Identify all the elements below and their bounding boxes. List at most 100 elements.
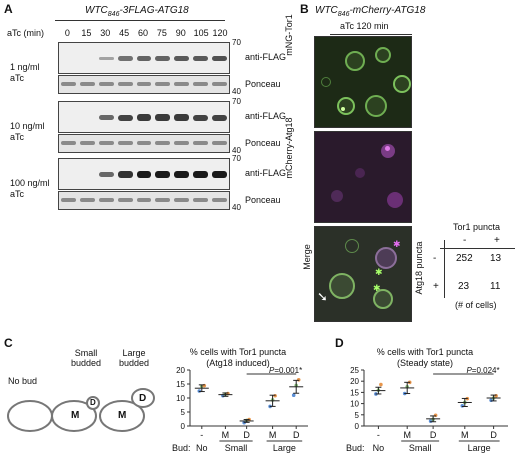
cell bbox=[321, 77, 331, 87]
mw-marker-top: 70 bbox=[232, 97, 241, 106]
punctum bbox=[385, 146, 390, 151]
panel-b-title: WTC846-mCherry-ATG18 bbox=[315, 5, 425, 20]
y-tick-label: 20 bbox=[176, 366, 185, 375]
table-row-sign-minus: - bbox=[433, 253, 437, 264]
star-marker-icon: ✱ bbox=[393, 239, 401, 249]
ponceau-band bbox=[98, 141, 114, 145]
table-cell: 11 bbox=[490, 281, 501, 292]
table-v-rule bbox=[444, 240, 445, 298]
ponceau-band bbox=[61, 82, 76, 86]
panel-b-letter: B bbox=[300, 2, 309, 16]
y-tick-label: 10 bbox=[176, 394, 185, 403]
blot-band bbox=[136, 171, 152, 178]
x-tick-label: M bbox=[461, 430, 469, 440]
chart-c-title: % cells with Tor1 puncta bbox=[189, 347, 287, 357]
chart-d: 0 5 10 15 20 25 - M D M D Bud: No Small Large P=0.024* bbox=[346, 366, 508, 453]
table-cell: 13 bbox=[490, 253, 502, 264]
x-tick-label: M bbox=[222, 430, 230, 440]
ponceau-band bbox=[79, 82, 95, 86]
large-bud-mother-label: M bbox=[118, 410, 127, 421]
ponceau-band bbox=[117, 82, 133, 86]
blot-band bbox=[98, 56, 114, 61]
timepoint-label: 15 bbox=[81, 28, 92, 38]
chart-d-subtitle: (Steady state) bbox=[396, 358, 454, 368]
ponceau-band bbox=[79, 141, 95, 145]
table-row-header: Atg18 puncta bbox=[414, 241, 424, 295]
x-tick-label: D bbox=[430, 430, 437, 440]
panel-b-title-sub: 846 bbox=[337, 11, 350, 18]
ponceau-band bbox=[212, 82, 227, 86]
data-point bbox=[494, 393, 498, 398]
channel-label-merge: Merge bbox=[302, 244, 312, 270]
blot-band bbox=[155, 171, 171, 178]
micrograph-mng-tor1 bbox=[314, 36, 412, 128]
y-tick-label: 15 bbox=[350, 388, 359, 397]
blot-band bbox=[212, 171, 227, 178]
bud-label: Bud: bbox=[172, 443, 191, 453]
ponceau-band bbox=[174, 198, 190, 202]
x-tick-label: M bbox=[269, 430, 277, 440]
ponceau-band bbox=[174, 141, 190, 145]
panel-c-letter: C bbox=[4, 336, 13, 350]
arrow-marker-icon: ➘ bbox=[317, 289, 328, 304]
panel-b-title-strain: WTC bbox=[315, 5, 338, 16]
table-col-sign-plus: + bbox=[494, 235, 500, 246]
blot-band bbox=[136, 114, 152, 121]
group-label: Large bbox=[468, 443, 491, 453]
blot-band bbox=[98, 172, 114, 177]
x-tick-label: - bbox=[200, 430, 203, 440]
y-tick-label: 20 bbox=[350, 377, 359, 386]
star-marker-icon: ✱ bbox=[373, 283, 381, 293]
data-point bbox=[379, 382, 383, 387]
x-tick-label: M bbox=[403, 430, 411, 440]
ponceau-band bbox=[117, 141, 133, 145]
stain-label: Ponceau bbox=[245, 195, 281, 205]
bud-label: Bud: bbox=[346, 443, 365, 453]
micrograph-mcherry-atg18 bbox=[314, 131, 412, 223]
dose-unit-label: aTc bbox=[10, 132, 25, 142]
panel-b-title-rest: -mCherry-ATG18 bbox=[349, 5, 426, 16]
channel-label-atg18: mCherry-Atg18 bbox=[284, 117, 294, 179]
data-point bbox=[273, 393, 277, 398]
table-footnote: (# of cells) bbox=[455, 300, 497, 310]
antibody-label: anti-FLAG bbox=[245, 52, 287, 62]
cell bbox=[331, 190, 343, 202]
timepoint-label: 120 bbox=[212, 28, 228, 38]
blot-band bbox=[98, 115, 114, 120]
blot-band bbox=[155, 55, 171, 62]
ponceau-blot bbox=[58, 191, 230, 210]
ponceau-band bbox=[136, 141, 152, 145]
table-cell: 252 bbox=[456, 253, 473, 264]
ponceau-band bbox=[193, 198, 209, 202]
y-tick-label: 5 bbox=[181, 408, 186, 417]
ponceau-band bbox=[98, 198, 114, 202]
cell bbox=[393, 75, 411, 93]
ponceau-band bbox=[136, 82, 152, 86]
table-h-rule bbox=[440, 248, 515, 249]
panel-a-title-strain: WTC bbox=[85, 5, 108, 16]
y-tick-label: 0 bbox=[181, 422, 186, 431]
chart-d-title: % cells with Tor1 puncta bbox=[376, 347, 474, 357]
punctum bbox=[341, 107, 345, 111]
blot-band bbox=[117, 114, 133, 121]
small-bud-daughter-label: D bbox=[90, 398, 96, 407]
large-bud-mother bbox=[99, 400, 145, 432]
blot-band bbox=[117, 171, 133, 178]
group-label: No bbox=[196, 443, 208, 453]
mw-marker-bottom: 40 bbox=[232, 146, 241, 155]
panel-d-letter: D bbox=[335, 336, 344, 350]
data-point bbox=[197, 389, 202, 393]
cell bbox=[345, 51, 365, 71]
antibody-label: anti-FLAG bbox=[245, 168, 287, 178]
significance-label: P=0.024* bbox=[466, 366, 499, 375]
blot-band bbox=[174, 171, 190, 178]
dose-unit-label: aTc bbox=[10, 189, 25, 199]
table-col-sign-minus: - bbox=[463, 235, 467, 246]
x-tick-label: D bbox=[293, 430, 300, 440]
ponceau-blot bbox=[58, 75, 230, 94]
cell bbox=[329, 273, 355, 299]
cartoon-no-bud-label: No bud bbox=[8, 376, 38, 386]
no-bud-cell bbox=[7, 400, 53, 432]
panel-a-title-sub: 846 bbox=[107, 11, 120, 18]
timepoint-label: 45 bbox=[119, 28, 130, 38]
